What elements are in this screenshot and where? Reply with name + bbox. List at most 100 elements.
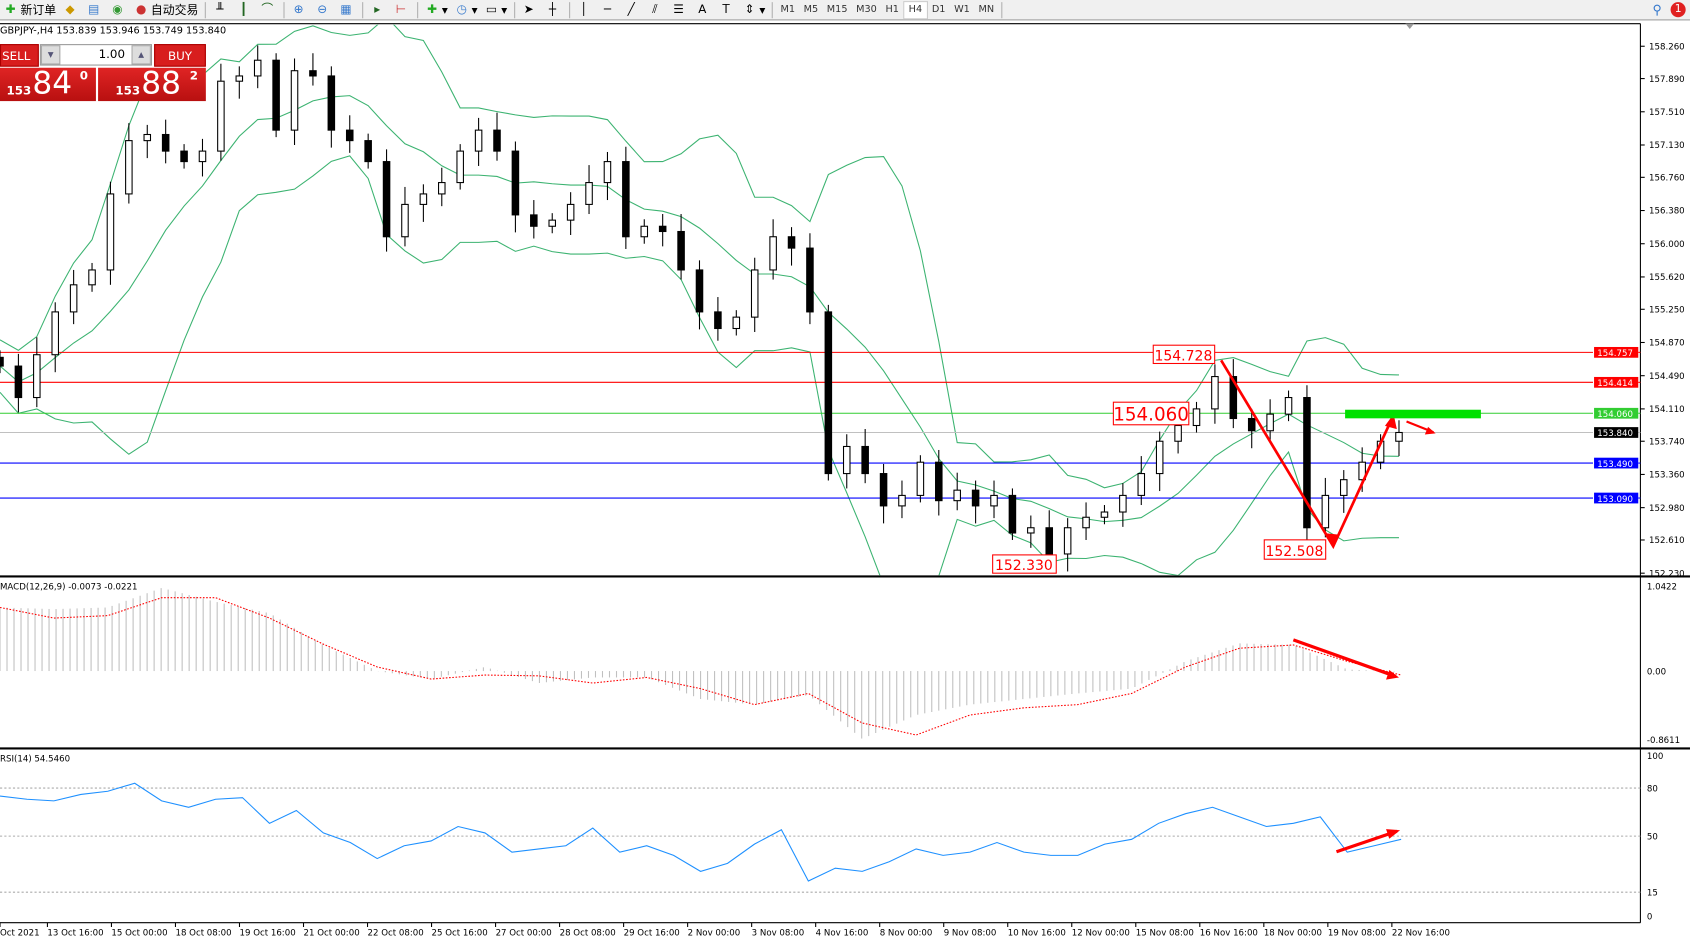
price-tick-label: 152.230 bbox=[1649, 569, 1685, 579]
chart-shift-marker[interactable] bbox=[1405, 23, 1415, 30]
price-tick-label: 157.510 bbox=[1649, 108, 1685, 118]
notification-badge[interactable]: 1 bbox=[1670, 2, 1686, 18]
search-icon[interactable]: ⚲ bbox=[1652, 2, 1662, 18]
crosshair-button[interactable]: ┼ bbox=[542, 1, 566, 19]
vertical-line-button[interactable]: │ bbox=[573, 1, 597, 19]
time-tick-label: 9 Nov 08:00 bbox=[944, 929, 997, 939]
chart-background bbox=[0, 22, 1690, 941]
bull-candle bbox=[640, 225, 649, 238]
label-152330[interactable]: 152.330 bbox=[992, 554, 1057, 574]
arrows-button[interactable]: ⇕ ▾ bbox=[739, 1, 769, 19]
navigator-button[interactable]: ▤ bbox=[83, 1, 107, 19]
chart-shift-icon: ⊢ bbox=[395, 2, 407, 17]
fibonacci-button[interactable]: ☰ bbox=[668, 1, 692, 19]
timeframe-w1[interactable]: W1 bbox=[954, 4, 970, 16]
bull-candle bbox=[990, 494, 998, 507]
lot-increase-button[interactable]: ▲ bbox=[131, 45, 151, 65]
bull-candle bbox=[1137, 473, 1146, 496]
bull-candle bbox=[548, 219, 557, 227]
auto-scroll-button[interactable]: ▸ bbox=[366, 1, 390, 19]
label-154060[interactable]: 154.060 bbox=[1112, 401, 1190, 425]
text-label-button[interactable]: Ｔ bbox=[715, 1, 739, 19]
time-tick-label: 21 Oct 00:00 bbox=[304, 929, 360, 939]
label-154728[interactable]: 154.728 bbox=[1152, 344, 1216, 364]
timeframe-h1[interactable]: H1 bbox=[885, 4, 899, 16]
time-tick-label: 4 Nov 16:00 bbox=[816, 929, 869, 939]
chart-shift-button[interactable]: ⊢ bbox=[390, 1, 414, 19]
bull-candle bbox=[1027, 527, 1035, 534]
time-tick-label: 18 Nov 00:00 bbox=[1264, 929, 1322, 939]
vertical-line-icon: │ bbox=[580, 2, 588, 17]
zoom-out-button[interactable]: ⊖ bbox=[311, 1, 335, 19]
horizontal-line-icon: ─ bbox=[603, 2, 612, 17]
horizontal-line-button[interactable]: ─ bbox=[597, 1, 621, 19]
periods-button[interactable]: ◷ ▾ bbox=[451, 1, 481, 19]
sell-button[interactable]: SELL bbox=[0, 44, 39, 67]
signals-button[interactable]: ◉ bbox=[107, 1, 131, 19]
divider bbox=[204, 1, 206, 18]
time-tick-label: 3 Nov 08:00 bbox=[752, 929, 805, 939]
fibonacci-icon: ☰ bbox=[673, 2, 684, 17]
timeframe-d1[interactable]: D1 bbox=[931, 4, 946, 16]
bull-candle bbox=[1284, 397, 1293, 415]
buy-price[interactable]: 153 88 2 bbox=[98, 65, 206, 102]
rsi-tick-label: 15 bbox=[1647, 888, 1658, 898]
level-price-label: 153.490 bbox=[1597, 460, 1633, 470]
market-watch-button[interactable]: ◆ bbox=[59, 1, 83, 19]
lot-decrease-button[interactable]: ▼ bbox=[40, 45, 61, 65]
level-price-tag bbox=[1594, 457, 1639, 469]
arrow-head bbox=[1386, 829, 1401, 839]
bear-candle bbox=[1303, 397, 1311, 529]
arrows-icon: ⇕ bbox=[744, 2, 755, 17]
lot-size-input[interactable]: 1.00 bbox=[39, 44, 152, 66]
text-button[interactable]: A bbox=[692, 1, 716, 19]
level-price-label: 154.414 bbox=[1597, 379, 1633, 389]
timeframe-m30[interactable]: M30 bbox=[856, 4, 877, 16]
green-zone-rectangle[interactable] bbox=[1345, 409, 1481, 419]
auto-trading-button[interactable]: ● 自动交易 bbox=[130, 1, 201, 19]
equidistant-channel-button[interactable]: ⫽ bbox=[644, 1, 668, 19]
sell-price[interactable]: 153 84 0 bbox=[0, 65, 96, 102]
bull-candle bbox=[842, 445, 851, 475]
bollinger-middle bbox=[0, 95, 1399, 523]
rsi-up-arrow[interactable] bbox=[1335, 829, 1398, 854]
time-tick-label: 2 Nov 00:00 bbox=[688, 929, 741, 939]
symbol-info: GBPJPY-,H4 153.839 153.946 153.749 153.8… bbox=[0, 25, 227, 37]
templates-button[interactable]: ▭ ▾ bbox=[485, 2, 508, 17]
bear-candle bbox=[1229, 376, 1238, 420]
bull-candle bbox=[1266, 413, 1274, 432]
svg-text:154.060: 154.060 bbox=[1113, 404, 1189, 425]
line-chart-button[interactable]: ⌒ bbox=[257, 1, 281, 19]
timeframe-m15[interactable]: M15 bbox=[826, 4, 848, 16]
bear-candle bbox=[714, 311, 722, 330]
tile-windows-button[interactable]: ▦ bbox=[335, 1, 359, 19]
arrow-head bbox=[1326, 533, 1338, 549]
price-tick-label: 156.760 bbox=[1649, 174, 1685, 184]
macd-down-arrow[interactable] bbox=[1292, 638, 1397, 678]
bar-chart-button[interactable]: ╨ bbox=[209, 1, 233, 19]
rsi-tick-label: 80 bbox=[1647, 784, 1658, 794]
time-tick-label: 12 Nov 00:00 bbox=[1072, 929, 1130, 939]
timeframe-mn[interactable]: MN bbox=[978, 4, 995, 16]
cursor-button[interactable]: ➤ bbox=[518, 1, 542, 19]
timeframe-m5[interactable]: M5 bbox=[803, 4, 819, 16]
bull-candle bbox=[33, 354, 41, 399]
timeframe-h4[interactable]: H4 bbox=[903, 0, 928, 19]
label-152508[interactable]: 152.508 bbox=[1263, 539, 1327, 560]
buy-button[interactable]: BUY bbox=[154, 44, 206, 67]
time-tick-label: 29 Oct 16:00 bbox=[624, 929, 680, 939]
macd-tick-label: 0.00 bbox=[1647, 667, 1666, 677]
bull-candle bbox=[769, 236, 777, 271]
time-tick-label: 22 Oct 08:00 bbox=[368, 929, 424, 939]
new-order-button[interactable]: ✚ 新订单 bbox=[0, 1, 59, 19]
macd-signal-line bbox=[0, 597, 1402, 736]
timeframe-m1[interactable]: M1 bbox=[780, 4, 796, 16]
indicators-button[interactable]: ✚ ▾ bbox=[421, 1, 451, 19]
divider bbox=[1001, 1, 1003, 18]
zoom-in-button[interactable]: ⊕ bbox=[288, 1, 312, 19]
candlestick-button[interactable]: ┃ bbox=[233, 1, 257, 19]
divider bbox=[283, 1, 285, 18]
trendline-button[interactable]: ╱ bbox=[620, 1, 644, 19]
bull-candle bbox=[1174, 424, 1182, 442]
